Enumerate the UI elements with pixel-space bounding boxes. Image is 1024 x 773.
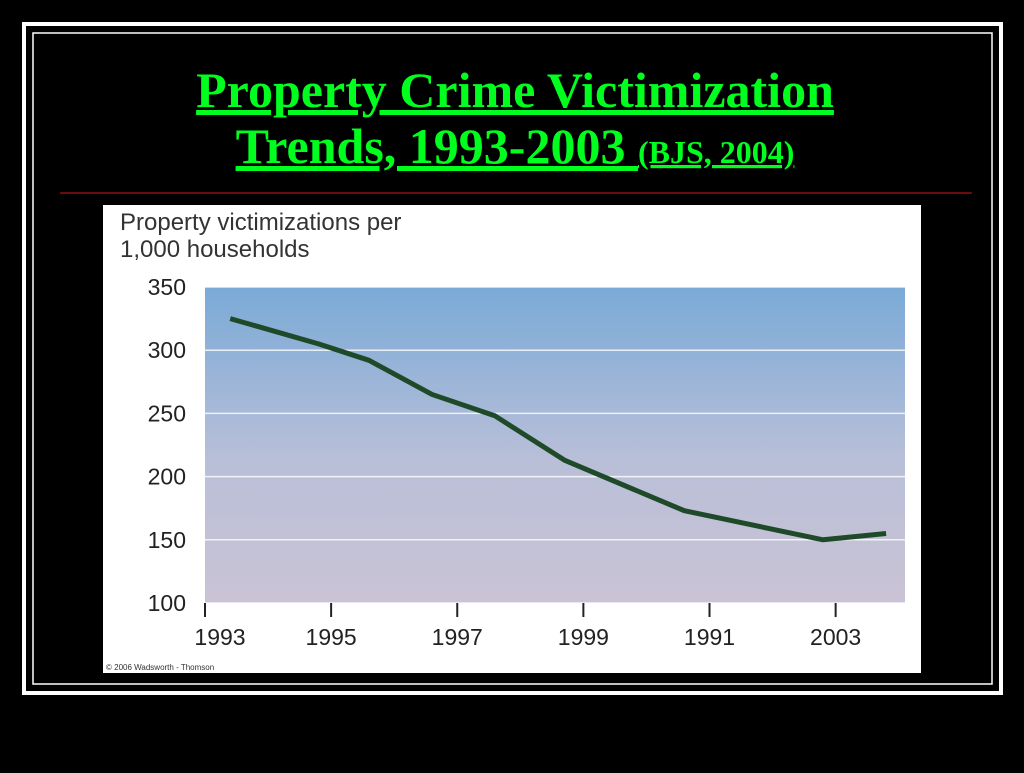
y-axis-label: 1,000 households	[120, 236, 310, 263]
x-tick-label: 2003	[810, 624, 861, 650]
y-tick-label: 300	[148, 337, 186, 363]
x-tick-label: 1991	[684, 624, 735, 650]
x-tick-label: 1997	[432, 624, 483, 650]
y-axis-label: Property victimizations per	[120, 209, 401, 236]
x-tick-label: 1995	[306, 624, 357, 650]
inner-border	[32, 32, 993, 685]
plot-area	[205, 287, 905, 603]
data-line	[229, 316, 887, 543]
y-tick-label: 250	[148, 400, 186, 426]
y-tick-label: 200	[148, 464, 186, 490]
credit: © 2006 Wadsworth - Thomson	[106, 663, 214, 672]
outer-border	[22, 22, 1003, 695]
title-line: Trends, 1993-2003 (BJS, 2004)	[236, 118, 795, 174]
title-source: (BJS, 2004)	[638, 134, 794, 170]
y-tick-label: 150	[148, 527, 186, 553]
y-tick-label: 100	[148, 590, 186, 616]
title-line: Property Crime Victimization	[196, 62, 834, 118]
x-tick-label: 1993	[194, 624, 245, 650]
x-tick-label: 1999	[558, 624, 609, 650]
y-tick-label: 350	[148, 274, 186, 300]
title-line: Trends, 1993-2003	[236, 118, 626, 174]
